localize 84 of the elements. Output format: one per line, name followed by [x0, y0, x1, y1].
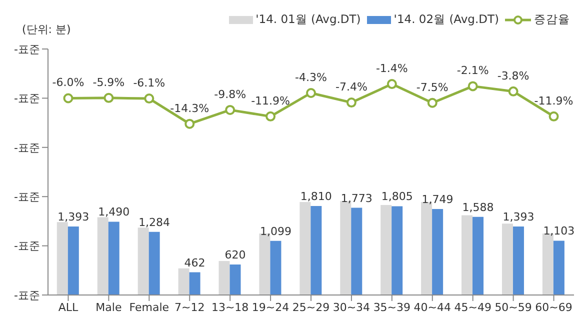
data-label: -7.5%: [416, 80, 448, 94]
data-label: 1,773: [340, 192, 372, 205]
data-label: -9.8%: [214, 88, 246, 101]
data-label: -14.3%: [170, 102, 210, 115]
bar: [270, 240, 282, 295]
data-label: 1,284: [138, 216, 170, 229]
bar: [218, 261, 230, 295]
point: [508, 86, 518, 96]
text: -표준: [14, 42, 40, 56]
data-label: 1,810: [300, 190, 332, 203]
bar: [138, 228, 149, 295]
bar: [432, 208, 444, 295]
x-tick-label: Female: [129, 300, 170, 314]
bar: [472, 216, 484, 295]
point: [144, 94, 154, 104]
x-tick-label: Male: [96, 300, 122, 314]
legend-label: 증감율: [534, 12, 570, 27]
legend-label: '14. 02월 (Avg.DT): [394, 12, 499, 27]
data-label: -5.9%: [92, 76, 125, 89]
data-label: 1,490: [98, 206, 130, 219]
point: [266, 111, 276, 122]
data-label: 462: [184, 256, 206, 270]
bar: [351, 208, 362, 295]
data-label: 1,588: [462, 200, 494, 214]
x-tick-label: ALL: [58, 300, 79, 314]
point: [346, 98, 356, 108]
data-label: -11.9%: [251, 94, 290, 108]
bar: [300, 202, 311, 295]
bar: [462, 215, 473, 295]
data-label: 1,393: [502, 210, 534, 224]
bar: [56, 222, 68, 295]
point: [386, 79, 397, 90]
text: (단위: 분): [22, 22, 71, 37]
data-label: -7.4%: [336, 80, 368, 94]
data-label: -6.0%: [52, 76, 84, 90]
bar: [310, 206, 322, 295]
bar: [97, 217, 108, 295]
x-tick-label: 60~69: [535, 300, 572, 314]
point: [184, 118, 195, 129]
point: [306, 88, 316, 98]
data-label: 1,099: [260, 224, 292, 238]
data-label: 620: [224, 248, 246, 262]
point: [548, 111, 559, 122]
point: [63, 93, 74, 104]
legend-label: '14. 01월 (Avg.DT): [256, 12, 361, 27]
text: -표준: [14, 190, 40, 204]
bar: [502, 224, 513, 295]
point: [427, 98, 438, 108]
x-tick-label: 30~34: [332, 300, 370, 314]
point: [468, 81, 478, 92]
text: -표준: [14, 141, 40, 154]
x-tick-label: 40~44: [414, 300, 451, 314]
data-label: -1.4%: [376, 62, 408, 76]
data-label: 1,805: [381, 190, 413, 204]
x-tick-label: 45~49: [454, 300, 492, 314]
text: -표준: [14, 92, 40, 106]
x-tick-label: 25~29: [292, 300, 330, 314]
bar: [68, 226, 79, 295]
bar: [189, 272, 200, 295]
bar: [230, 264, 241, 295]
data-label: 1,103: [543, 224, 575, 238]
point: [104, 92, 114, 103]
point: [225, 104, 236, 115]
data-label: -6.1%: [133, 76, 166, 90]
data-label: -11.9%: [534, 94, 574, 108]
x-tick-label: 7~12: [174, 300, 205, 314]
bar: [553, 240, 564, 295]
bar: [178, 268, 190, 295]
x-tick-label: 50~59: [494, 300, 532, 314]
data-label: -4.3%: [295, 70, 327, 84]
x-tick-label: 19~24: [252, 300, 290, 314]
data-label: 1,393: [58, 210, 90, 224]
bar: [148, 232, 160, 295]
data-label: 1,749: [422, 192, 454, 206]
text: -표준: [14, 240, 40, 253]
bar: [108, 222, 120, 295]
x-tick-label: 35~39: [373, 300, 411, 314]
bar: [512, 226, 524, 295]
text: -표준: [14, 288, 40, 302]
data-label: -2.1%: [456, 64, 489, 78]
x-tick-label: 13~18: [211, 300, 249, 314]
bar: [392, 206, 403, 295]
bar: [380, 204, 392, 295]
data-label: -3.8%: [497, 69, 530, 82]
